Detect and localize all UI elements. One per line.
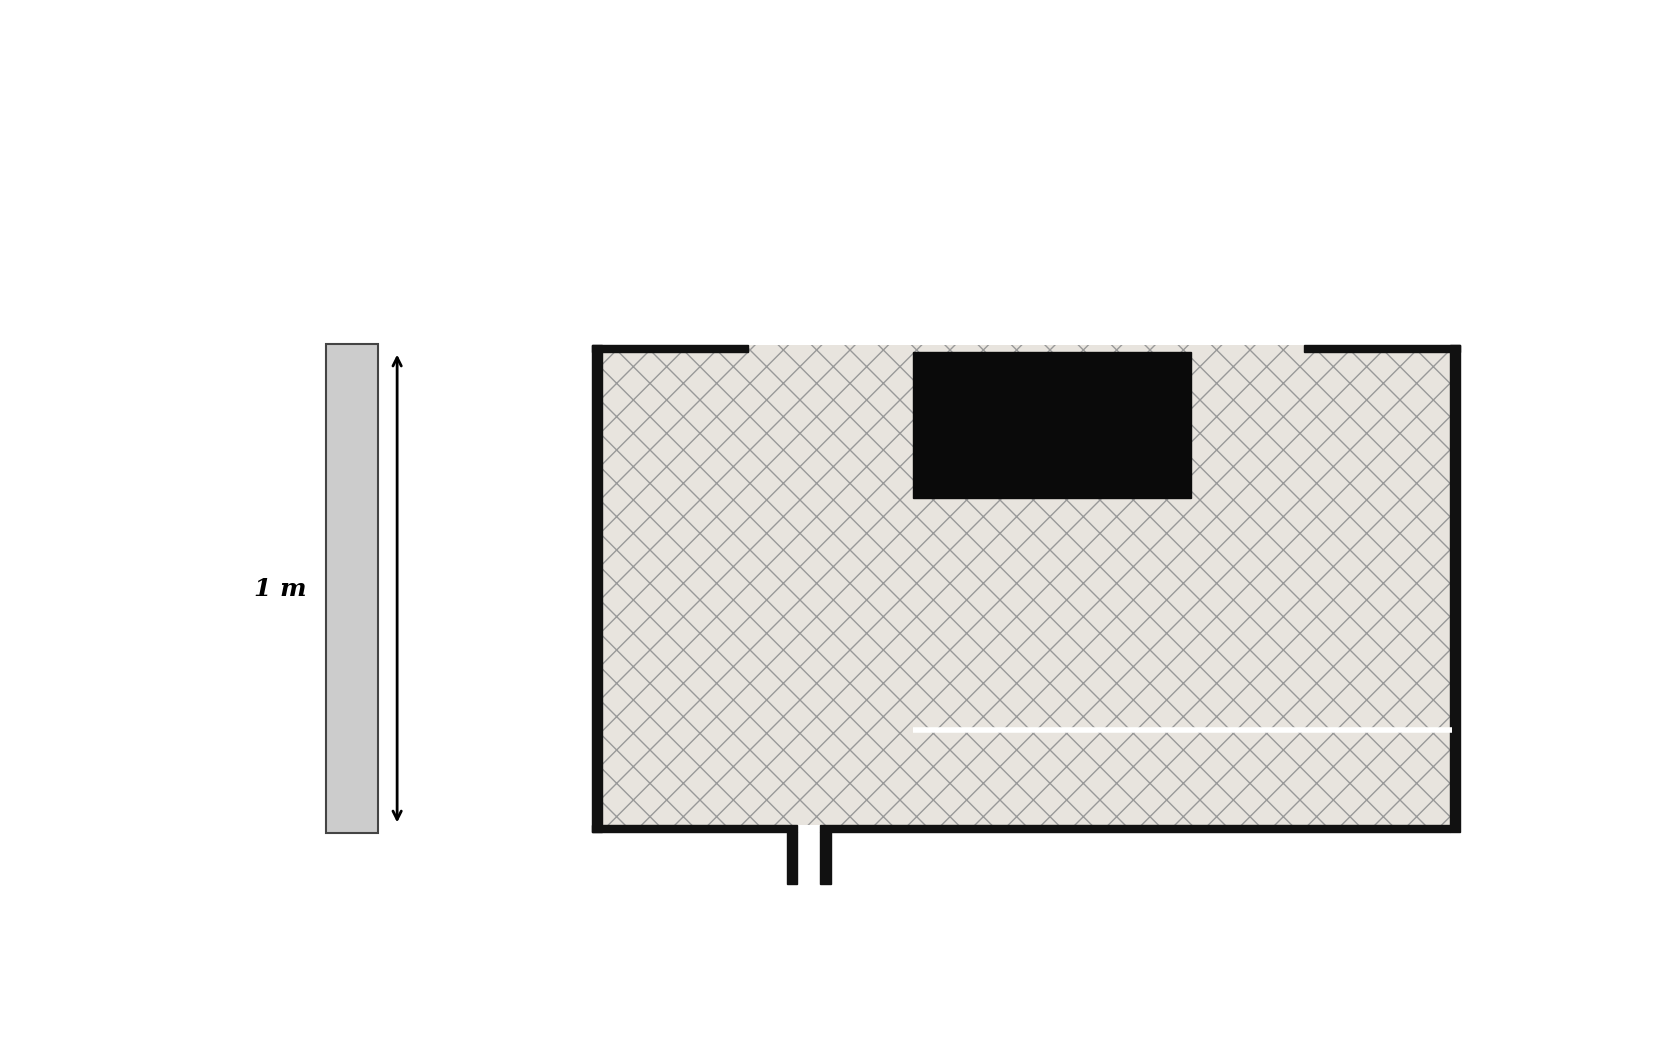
Bar [786,832,796,885]
Bar [820,826,1450,832]
Bar [326,343,378,833]
Text: 1 m: 1 m [254,577,306,600]
Bar [913,352,1191,498]
Bar [592,345,748,352]
Bar [602,345,1450,826]
Bar [820,832,831,885]
Bar [592,826,796,832]
Bar [1303,345,1461,352]
Bar [592,345,602,832]
Bar [1450,345,1461,832]
